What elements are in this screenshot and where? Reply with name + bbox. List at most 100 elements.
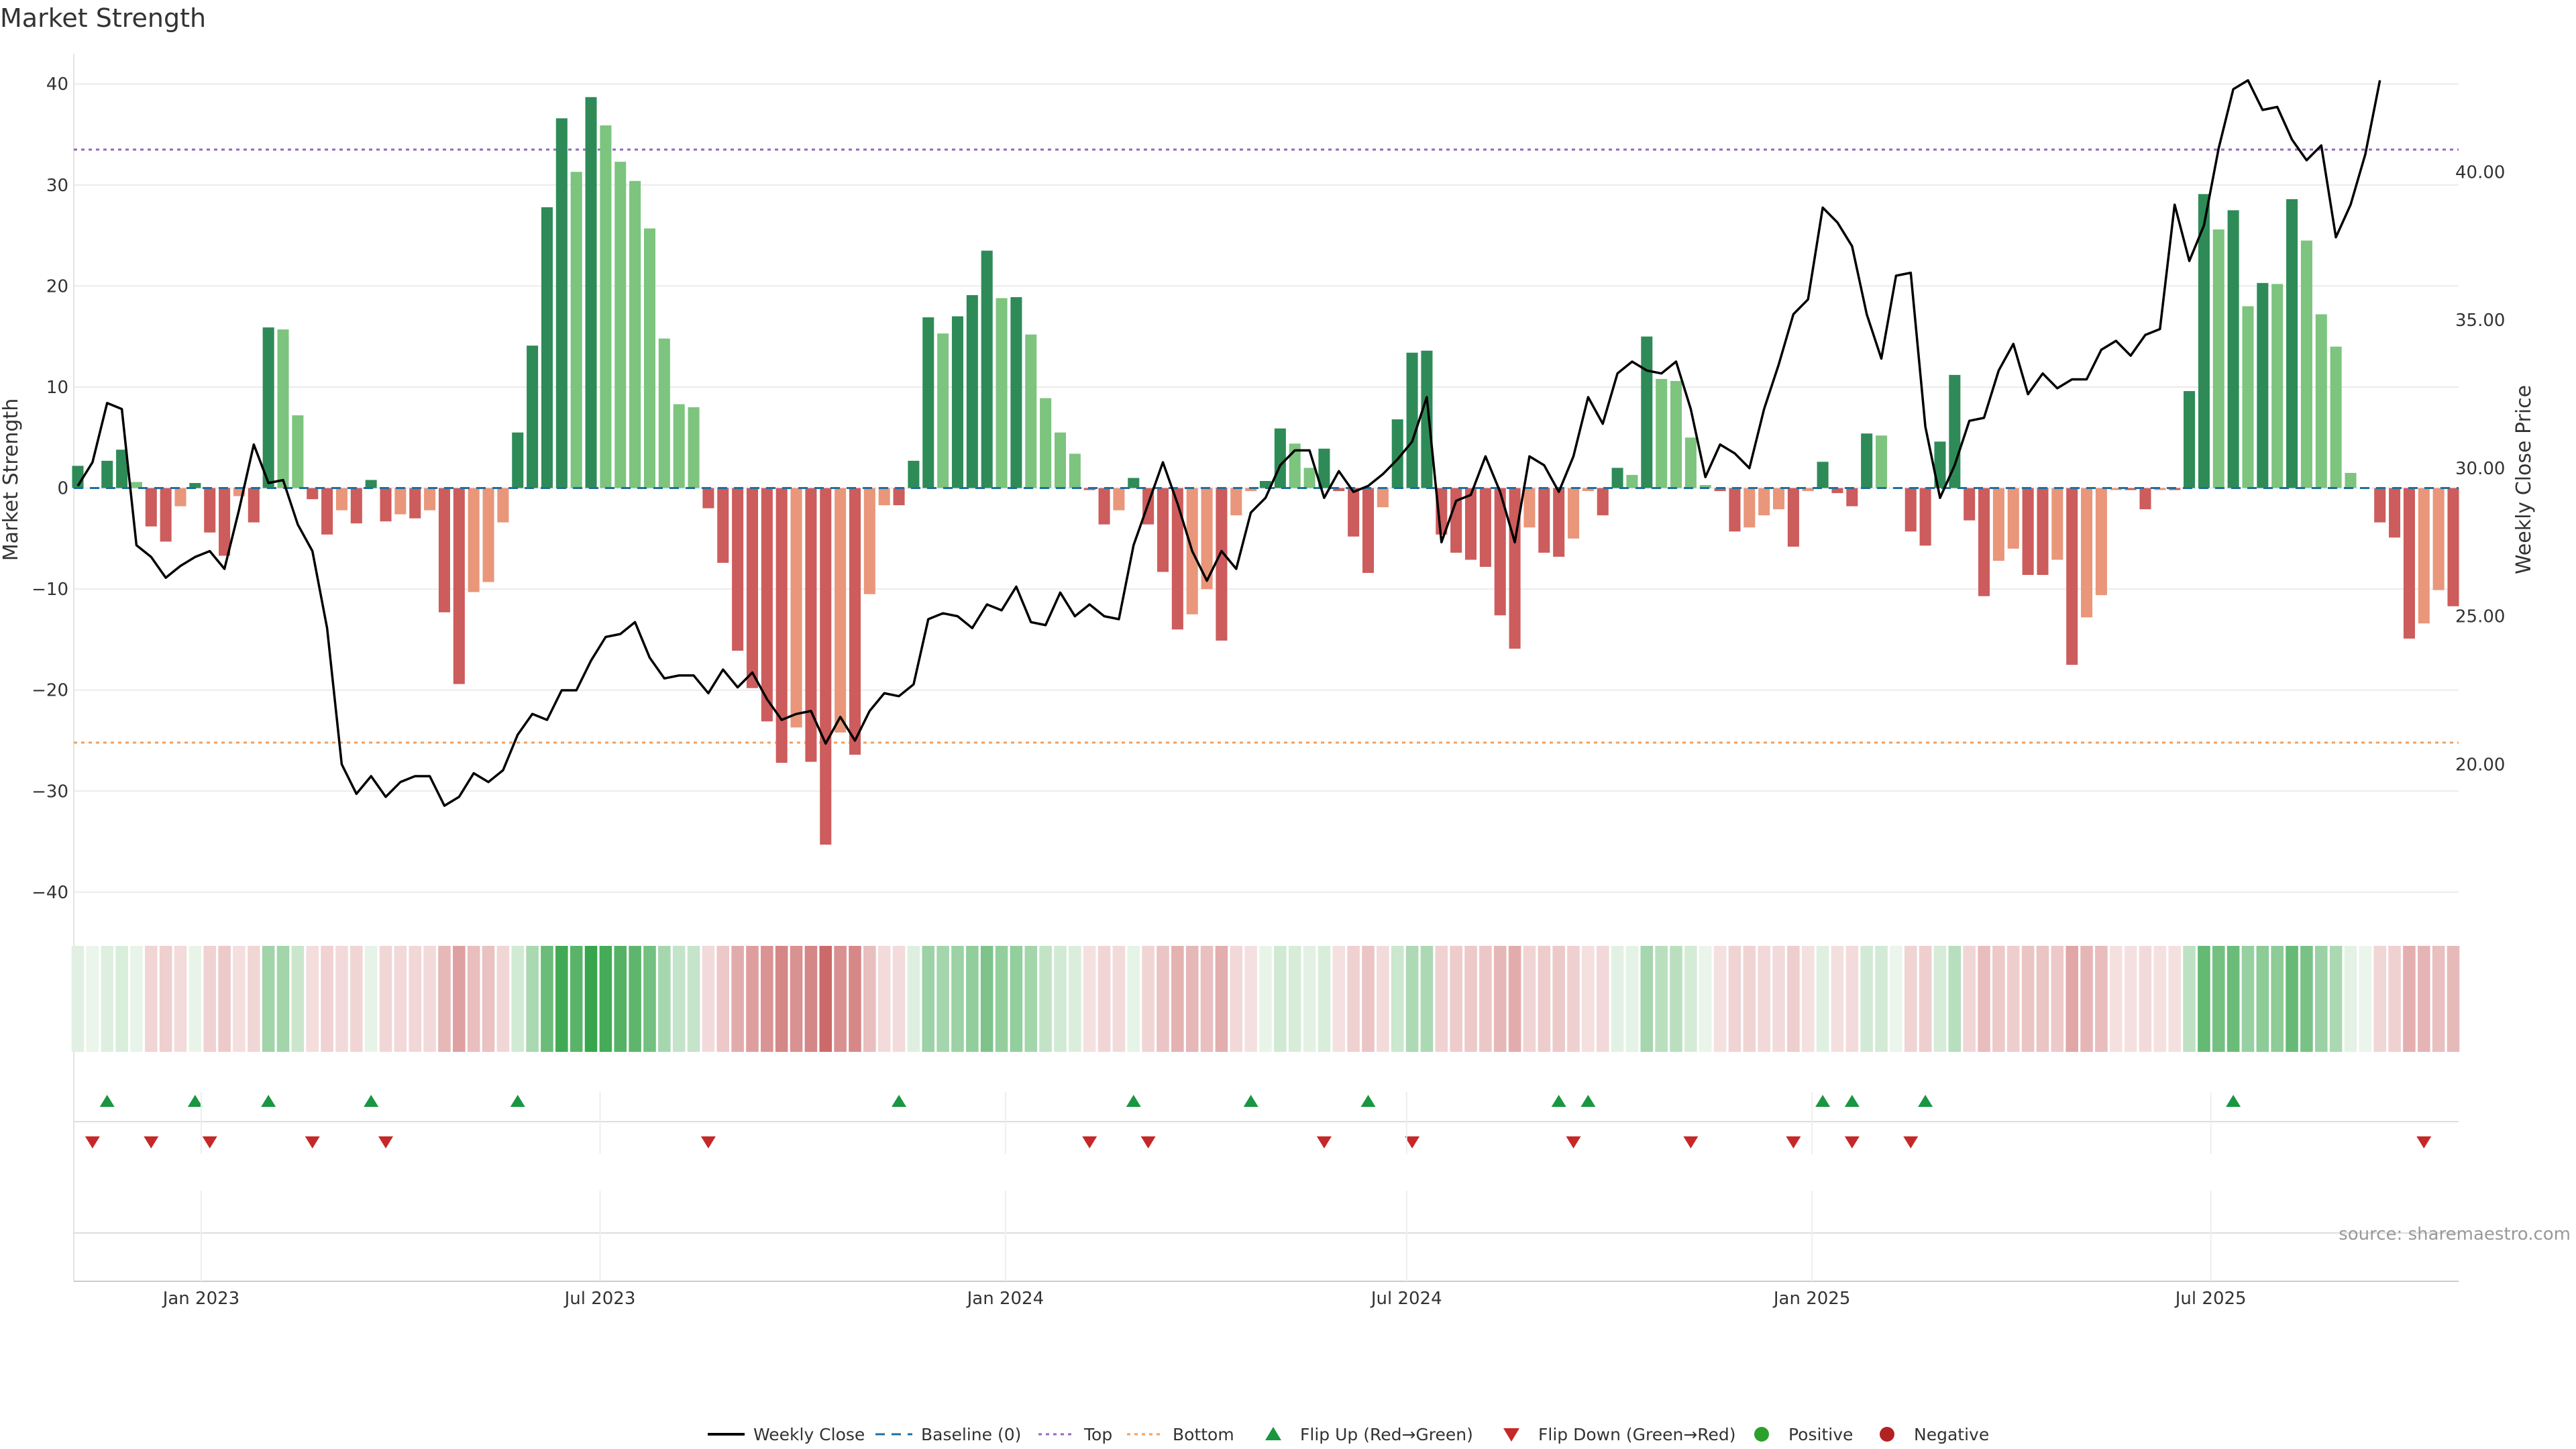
heat-cell	[145, 946, 158, 1052]
strength-bar	[1846, 488, 1858, 506]
y-tick-left: −30	[32, 782, 68, 802]
flip-down-marker	[305, 1136, 320, 1148]
heat-cell	[746, 946, 759, 1052]
heat-cell	[276, 946, 290, 1052]
strength-bar	[541, 207, 553, 488]
heat-cell	[1801, 946, 1815, 1052]
y-tick-left: −20	[32, 681, 68, 701]
strength-bar	[1230, 488, 1242, 516]
strength-bar	[2257, 282, 2269, 488]
strength-bar	[365, 480, 377, 488]
heat-cell	[555, 946, 568, 1052]
heat-cell	[1758, 946, 1770, 1052]
strength-bar	[1787, 488, 1799, 547]
strength-bar	[1831, 488, 1843, 494]
strength-bar	[1641, 336, 1653, 488]
strength-bar	[1113, 488, 1125, 511]
legend-item: Positive	[1754, 1425, 1853, 1444]
strength-bar	[1626, 474, 1638, 488]
flip-up-marker	[1918, 1095, 1933, 1107]
heat-cell	[1479, 946, 1492, 1052]
heat-cell	[2124, 946, 2137, 1052]
y-tick-left: 10	[46, 378, 68, 398]
heat-cell	[1567, 946, 1580, 1052]
legend-label: Top	[1083, 1425, 1112, 1444]
x-tick-label: Jul 2023	[564, 1289, 636, 1309]
strength-bar	[790, 488, 802, 728]
heat-cell	[804, 946, 818, 1052]
strength-bar	[1729, 488, 1741, 532]
heat-cell	[863, 946, 876, 1052]
strength-bar	[1450, 488, 1462, 553]
x-axis: Jan 2023 Jul 2023 Jan 2024 Jul 2024 Jan 2025…	[74, 1092, 2459, 1309]
strength-bar	[981, 250, 993, 488]
heat-cell	[2388, 946, 2401, 1052]
heat-cell	[1010, 946, 1023, 1052]
heat-cell	[1083, 946, 1096, 1052]
legend-swatch	[1503, 1428, 1519, 1442]
strength-bar	[1216, 488, 1228, 641]
heat-cell	[1420, 946, 1434, 1052]
strength-bar	[1538, 488, 1550, 553]
flip-down-marker	[700, 1136, 716, 1148]
heat-cell	[2006, 946, 2020, 1052]
heat-cell	[1787, 946, 1800, 1052]
heat-cell	[379, 946, 392, 1052]
strength-bar	[1934, 441, 1946, 488]
heat-cell	[1728, 946, 1741, 1052]
grid-lines	[73, 54, 2459, 1281]
heat-cell	[1845, 946, 1859, 1052]
heat-cell	[2447, 946, 2460, 1052]
heat-cell	[907, 946, 920, 1052]
strength-heat-strip	[71, 946, 2460, 1052]
heat-cell	[1860, 946, 1873, 1052]
strength-bar	[658, 338, 670, 488]
heat-cell	[2168, 946, 2181, 1052]
strength-bar	[2184, 390, 2196, 488]
heat-cell	[1713, 946, 1727, 1052]
strength-bar	[1245, 488, 1257, 492]
heat-cell	[174, 946, 187, 1052]
strength-bar	[1421, 350, 1433, 488]
heat-cell	[716, 946, 730, 1052]
heat-cell	[1640, 946, 1654, 1052]
heat-cell	[2183, 946, 2196, 1052]
heat-cell	[248, 946, 260, 1052]
heat-cell	[2329, 946, 2343, 1052]
strength-bar	[688, 407, 700, 488]
strength-bar	[2066, 488, 2078, 665]
strength-bar	[262, 327, 274, 488]
legend-item: Weekly Close	[708, 1425, 865, 1444]
legend-item: Flip Up (Red→Green)	[1265, 1425, 1473, 1444]
y-axis-left-title: Market Strength	[0, 398, 23, 561]
heat-cell	[101, 946, 114, 1052]
heat-cell	[1816, 946, 1829, 1052]
strength-bars	[72, 97, 2459, 845]
strength-bar	[424, 488, 436, 511]
strength-bar	[1348, 488, 1360, 537]
strength-bar	[2432, 488, 2445, 590]
heat-cell	[2314, 946, 2328, 1052]
strength-bar	[307, 488, 319, 500]
heat-cell	[130, 946, 143, 1052]
strength-bar	[570, 172, 582, 488]
heat-cell	[1978, 946, 1990, 1052]
strength-bar	[438, 488, 450, 612]
strength-bar	[775, 488, 788, 763]
x-tick-label: Jan 2023	[162, 1289, 240, 1309]
strength-bar	[1157, 488, 1169, 572]
strength-bar	[1259, 480, 1272, 488]
flip-up-marker	[1551, 1095, 1566, 1107]
heat-cell	[1069, 946, 1081, 1052]
flip-down-marker	[1683, 1136, 1699, 1148]
heat-cell	[1303, 946, 1316, 1052]
heat-cell	[1890, 946, 1902, 1052]
heat-cell	[614, 946, 627, 1052]
strength-bar	[1714, 488, 1726, 492]
heat-cell	[2198, 946, 2210, 1052]
strength-bar	[2154, 488, 2166, 490]
heat-cell	[1538, 946, 1551, 1052]
heat-cell	[2226, 946, 2240, 1052]
flip-down-marker	[85, 1136, 100, 1148]
heat-cell	[409, 946, 422, 1052]
